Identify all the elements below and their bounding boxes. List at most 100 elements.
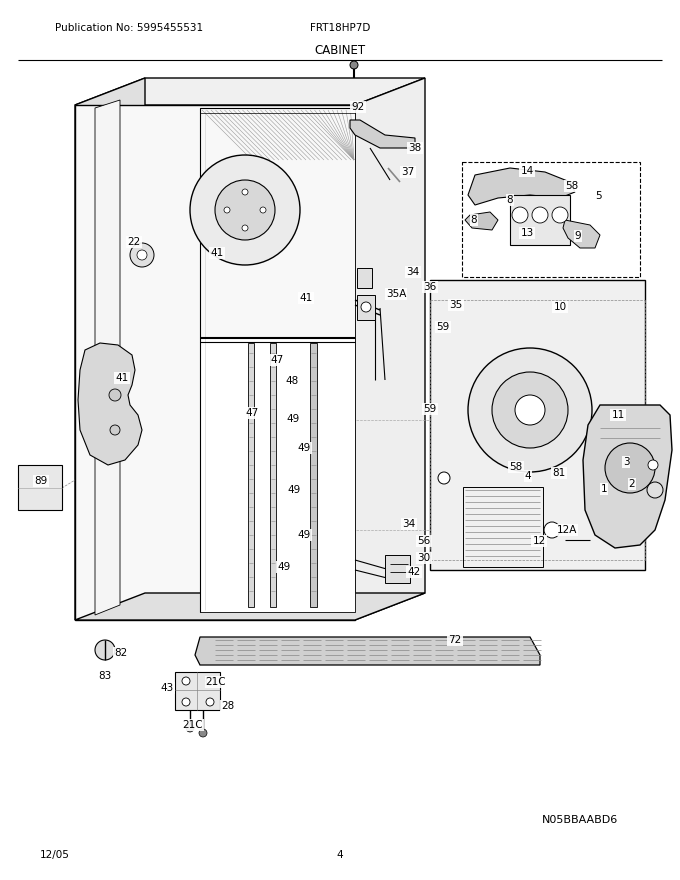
- Polygon shape: [75, 78, 425, 105]
- Bar: [310, 343, 317, 607]
- Text: 41: 41: [116, 373, 129, 383]
- Circle shape: [137, 250, 147, 260]
- Bar: [510, 195, 570, 245]
- Bar: [270, 343, 276, 607]
- Circle shape: [260, 207, 266, 213]
- Text: 37: 37: [401, 167, 415, 177]
- Bar: [462, 162, 640, 277]
- Text: 21C: 21C: [183, 720, 203, 730]
- Circle shape: [206, 698, 214, 706]
- Bar: [357, 268, 372, 288]
- Polygon shape: [75, 78, 145, 620]
- Text: 4: 4: [337, 850, 343, 860]
- Text: 13: 13: [520, 228, 534, 238]
- Circle shape: [215, 180, 275, 240]
- Circle shape: [242, 225, 248, 231]
- Text: 8: 8: [507, 195, 513, 205]
- Text: 41: 41: [210, 248, 224, 258]
- Text: 14: 14: [520, 166, 534, 176]
- Text: 30: 30: [418, 553, 430, 563]
- Text: 48: 48: [286, 376, 299, 386]
- Text: 82: 82: [114, 648, 128, 658]
- Text: 9: 9: [575, 231, 581, 241]
- Text: 83: 83: [99, 671, 112, 681]
- Circle shape: [190, 155, 300, 265]
- Text: 92: 92: [352, 102, 364, 112]
- Text: 58: 58: [565, 181, 579, 191]
- Text: 49: 49: [297, 443, 311, 453]
- Text: 81: 81: [552, 468, 566, 478]
- Polygon shape: [195, 637, 540, 665]
- Bar: [463, 487, 543, 567]
- Text: 36: 36: [424, 282, 437, 292]
- Text: 47: 47: [245, 408, 258, 418]
- Polygon shape: [350, 120, 415, 148]
- Polygon shape: [78, 343, 142, 465]
- Text: 35A: 35A: [386, 289, 406, 299]
- Polygon shape: [355, 78, 425, 620]
- Text: 59: 59: [437, 322, 449, 332]
- Circle shape: [130, 243, 154, 267]
- Circle shape: [224, 207, 230, 213]
- Bar: [248, 343, 254, 607]
- Text: 72: 72: [448, 635, 462, 645]
- Circle shape: [109, 389, 121, 401]
- Polygon shape: [18, 465, 62, 510]
- Text: 5: 5: [596, 191, 602, 201]
- Circle shape: [512, 207, 528, 223]
- Text: 22: 22: [127, 237, 141, 247]
- Polygon shape: [465, 212, 498, 230]
- Polygon shape: [583, 405, 672, 548]
- Text: 41: 41: [299, 293, 313, 303]
- Text: 43: 43: [160, 683, 173, 693]
- Circle shape: [532, 207, 548, 223]
- Circle shape: [544, 522, 560, 538]
- Polygon shape: [95, 100, 120, 615]
- Polygon shape: [75, 593, 425, 620]
- Bar: [357, 295, 375, 320]
- Circle shape: [515, 395, 545, 425]
- Polygon shape: [175, 672, 220, 710]
- Circle shape: [438, 472, 450, 484]
- Text: 38: 38: [409, 143, 422, 153]
- Polygon shape: [430, 280, 645, 570]
- Circle shape: [206, 677, 214, 685]
- Circle shape: [648, 460, 658, 470]
- Text: 56: 56: [418, 536, 430, 546]
- Text: 3: 3: [623, 457, 629, 467]
- Text: 34: 34: [407, 267, 420, 277]
- Polygon shape: [563, 220, 600, 248]
- Text: 28: 28: [222, 701, 235, 711]
- Circle shape: [552, 207, 568, 223]
- Polygon shape: [75, 105, 355, 620]
- Text: 89: 89: [35, 476, 48, 486]
- Text: 42: 42: [407, 567, 421, 577]
- Text: 59: 59: [424, 404, 437, 414]
- Text: CABINET: CABINET: [314, 43, 366, 56]
- Circle shape: [186, 724, 194, 732]
- Text: 47: 47: [271, 355, 284, 365]
- Bar: [385, 555, 410, 583]
- Text: 11: 11: [611, 410, 625, 420]
- Text: 4: 4: [525, 471, 531, 481]
- Circle shape: [468, 348, 592, 472]
- Circle shape: [647, 482, 663, 498]
- Text: 49: 49: [277, 562, 290, 572]
- Text: 49: 49: [297, 530, 311, 540]
- Circle shape: [110, 425, 120, 435]
- Text: 10: 10: [554, 302, 566, 312]
- Circle shape: [199, 729, 207, 737]
- Circle shape: [492, 372, 568, 448]
- Polygon shape: [200, 108, 355, 338]
- Text: 58: 58: [509, 462, 523, 472]
- Circle shape: [605, 443, 655, 493]
- Circle shape: [95, 640, 115, 660]
- Circle shape: [182, 677, 190, 685]
- Text: 1: 1: [600, 484, 607, 494]
- Circle shape: [242, 189, 248, 195]
- Text: 12A: 12A: [557, 525, 577, 535]
- Text: FRT18HP7D: FRT18HP7D: [310, 23, 371, 33]
- Text: N05BBAABD6: N05BBAABD6: [542, 815, 618, 825]
- Polygon shape: [200, 338, 355, 612]
- Text: 49: 49: [288, 485, 301, 495]
